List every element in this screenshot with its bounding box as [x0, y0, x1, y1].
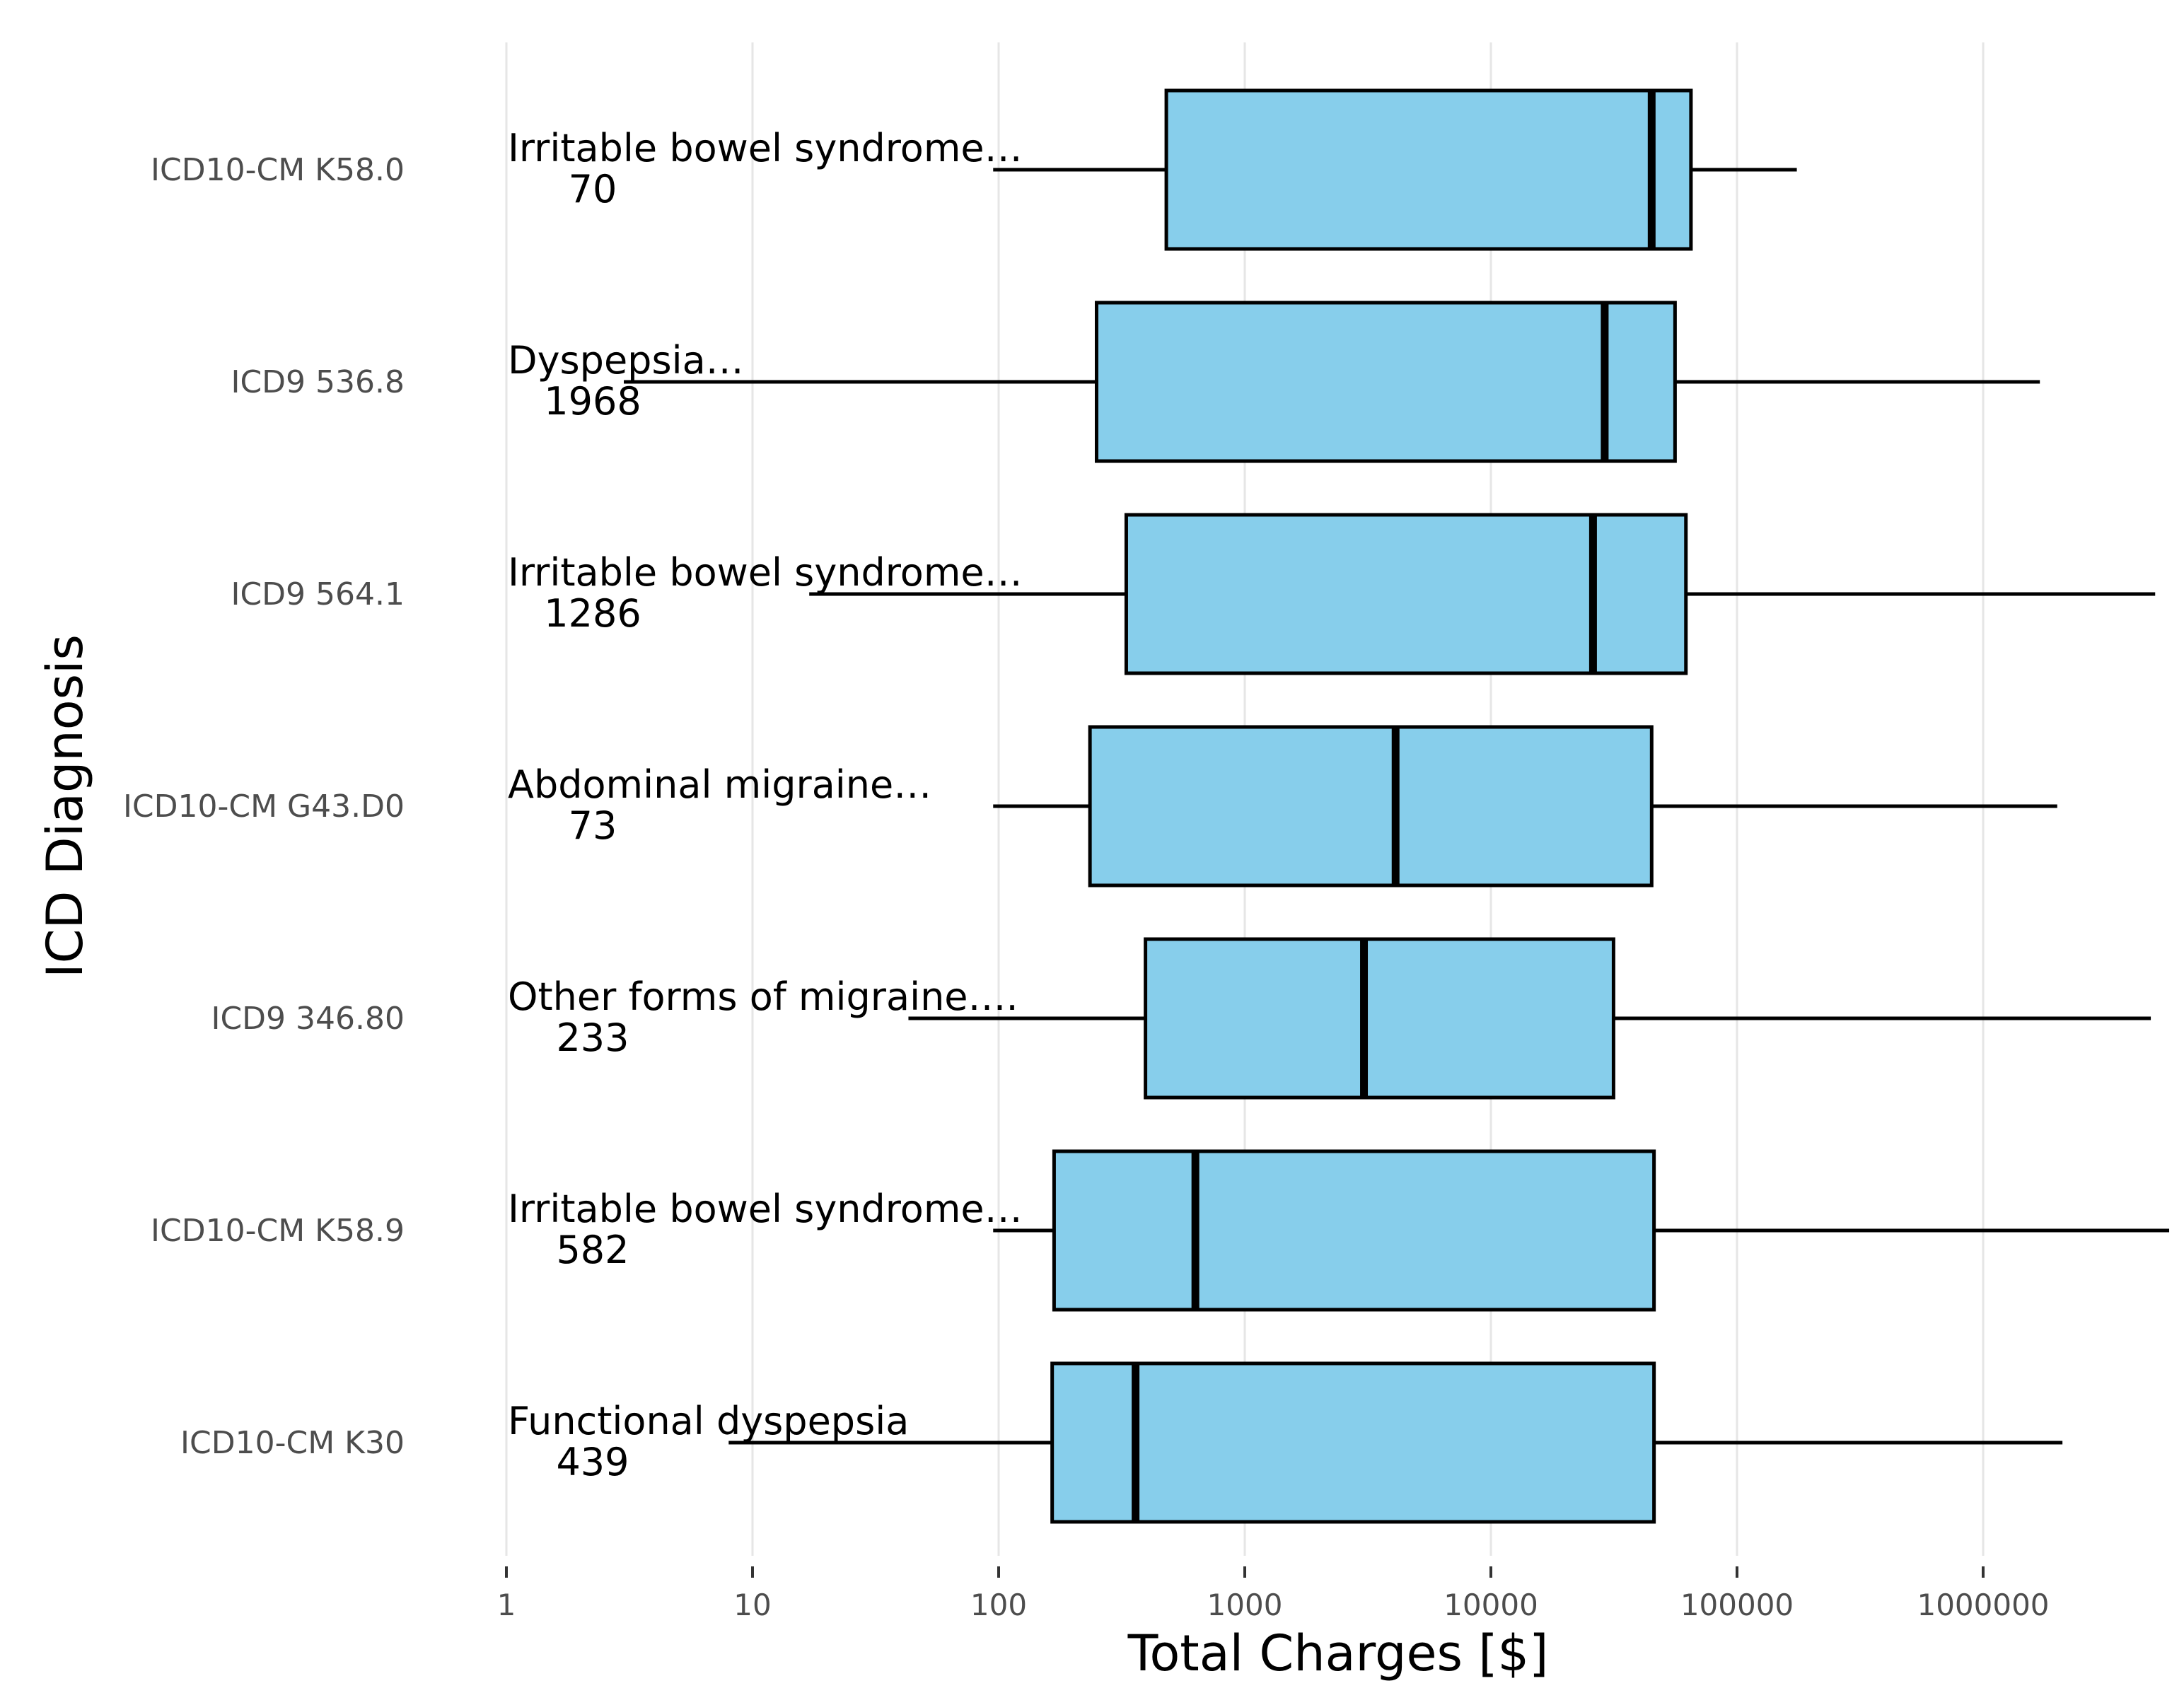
iqr-box — [1052, 1149, 1656, 1312]
box-count-label: 73 — [569, 803, 617, 848]
y-category-label: ICD10-CM K30 — [180, 1425, 405, 1461]
y-category-label: ICD10-CM K58.9 — [151, 1213, 405, 1249]
box-description-label: Irritable bowel syndrome… — [508, 550, 1023, 595]
boxplot-series: Irritable bowel syndrome…70Dyspepsia…196… — [508, 88, 2170, 1524]
y-axis-category-labels: ICD10-CM K58.0 ICD9 536.8 ICD9 564.1 ICD10-… — [123, 152, 405, 1461]
iqr-box — [1164, 88, 1693, 251]
box-row-4: Other forms of migraine….233 — [508, 937, 2151, 1100]
x-axis-ticks: 1 10 100 1000 10000 100000 1000000 — [497, 1566, 2050, 1622]
box-row-3: Abdominal migraine…73 — [508, 725, 2057, 888]
box-count-label: 70 — [569, 167, 617, 211]
x-tick-label: 100 — [970, 1588, 1027, 1622]
box-count-label: 1286 — [544, 591, 641, 636]
y-category-label: ICD9 536.8 — [231, 364, 405, 400]
box-row-0: Irritable bowel syndrome…70 — [508, 88, 1797, 251]
box-description-label: Irritable bowel syndrome… — [508, 1187, 1023, 1231]
iqr-box — [1124, 513, 1688, 675]
box-row-1: Dyspepsia…1968 — [508, 301, 2040, 463]
box-row-2: Irritable bowel syndrome…1286 — [508, 513, 2156, 675]
iqr-box — [1088, 725, 1654, 888]
y-category-label: ICD10-CM G43.D0 — [123, 789, 405, 825]
x-tick-label: 10000 — [1444, 1588, 1538, 1622]
box-count-label: 1968 — [544, 379, 641, 424]
box-description-label: Other forms of migraine…. — [508, 974, 1018, 1019]
box-description-label: Dyspepsia… — [508, 338, 744, 383]
box-count-label: 582 — [556, 1228, 629, 1272]
iqr-box — [1094, 301, 1677, 463]
x-tick-label: 1000 — [1207, 1588, 1283, 1622]
iqr-box — [1144, 937, 1615, 1100]
box-description-label: Irritable bowel syndrome… — [508, 126, 1023, 170]
box-description-label: Functional dyspepsia — [508, 1399, 909, 1443]
x-tick-label: 1 — [497, 1588, 516, 1622]
y-category-label: ICD10-CM K58.0 — [151, 152, 405, 188]
x-tick-label: 1000000 — [1917, 1588, 2049, 1622]
y-category-label: ICD9 564.1 — [231, 576, 405, 612]
box-description-label: Abdominal migraine… — [508, 762, 931, 807]
iqr-box — [1050, 1361, 1656, 1524]
box-count-label: 233 — [556, 1016, 629, 1060]
box-count-label: 439 — [556, 1440, 629, 1484]
y-axis-title: ICD Diagnosis — [36, 634, 94, 978]
box-row-5: Irritable bowel syndrome…582 — [508, 1149, 2170, 1312]
x-tick-label: 100000 — [1680, 1588, 1794, 1622]
y-category-label: ICD9 346.80 — [211, 1001, 405, 1037]
x-tick-label: 10 — [733, 1588, 771, 1622]
x-axis-title: Total Charges [$] — [1127, 1624, 1549, 1682]
